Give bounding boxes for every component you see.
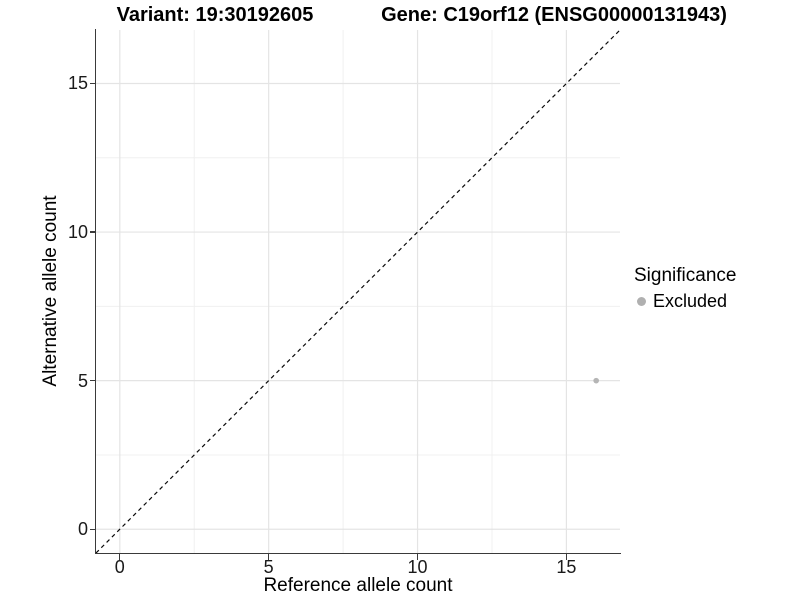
y-axis-tick xyxy=(89,380,95,382)
x-axis-line xyxy=(95,553,621,555)
plot-title-variant: Variant: 19:30192605 xyxy=(116,4,314,26)
y-axis-tick xyxy=(89,528,95,530)
circle-icon xyxy=(637,297,646,306)
x-axis-tick xyxy=(119,554,121,560)
y-tick-label: 5 xyxy=(77,370,88,391)
chart-area xyxy=(96,30,620,553)
legend-title: Significance xyxy=(634,265,737,286)
y-tick-label: 0 xyxy=(77,519,88,540)
data-point xyxy=(593,377,599,384)
plot-panel xyxy=(96,30,620,553)
y-tick-label: 15 xyxy=(67,73,88,94)
legend-item-label: Excluded xyxy=(653,291,728,311)
x-axis-title: Reference allele count xyxy=(263,575,453,596)
y-tick-label: 10 xyxy=(67,222,88,243)
legend: Significance Excluded xyxy=(634,265,736,312)
x-tick-label: 5 xyxy=(263,557,274,577)
identity-dashed-line xyxy=(96,30,620,553)
x-axis-tick xyxy=(268,554,270,560)
plot-title-gene: Gene: C19orf12 (ENSG00000131943) xyxy=(381,4,727,26)
x-tick-label: 10 xyxy=(407,557,428,577)
y-axis-tick xyxy=(89,82,95,85)
x-axis-tick xyxy=(416,554,419,560)
x-tick-label: 0 xyxy=(114,557,125,577)
y-axis-line xyxy=(95,29,97,554)
legend-item-excluded: Excluded xyxy=(634,291,736,312)
x-axis-tick xyxy=(565,554,567,560)
y-axis-tick xyxy=(89,231,95,233)
x-tick-label: 15 xyxy=(556,557,577,577)
